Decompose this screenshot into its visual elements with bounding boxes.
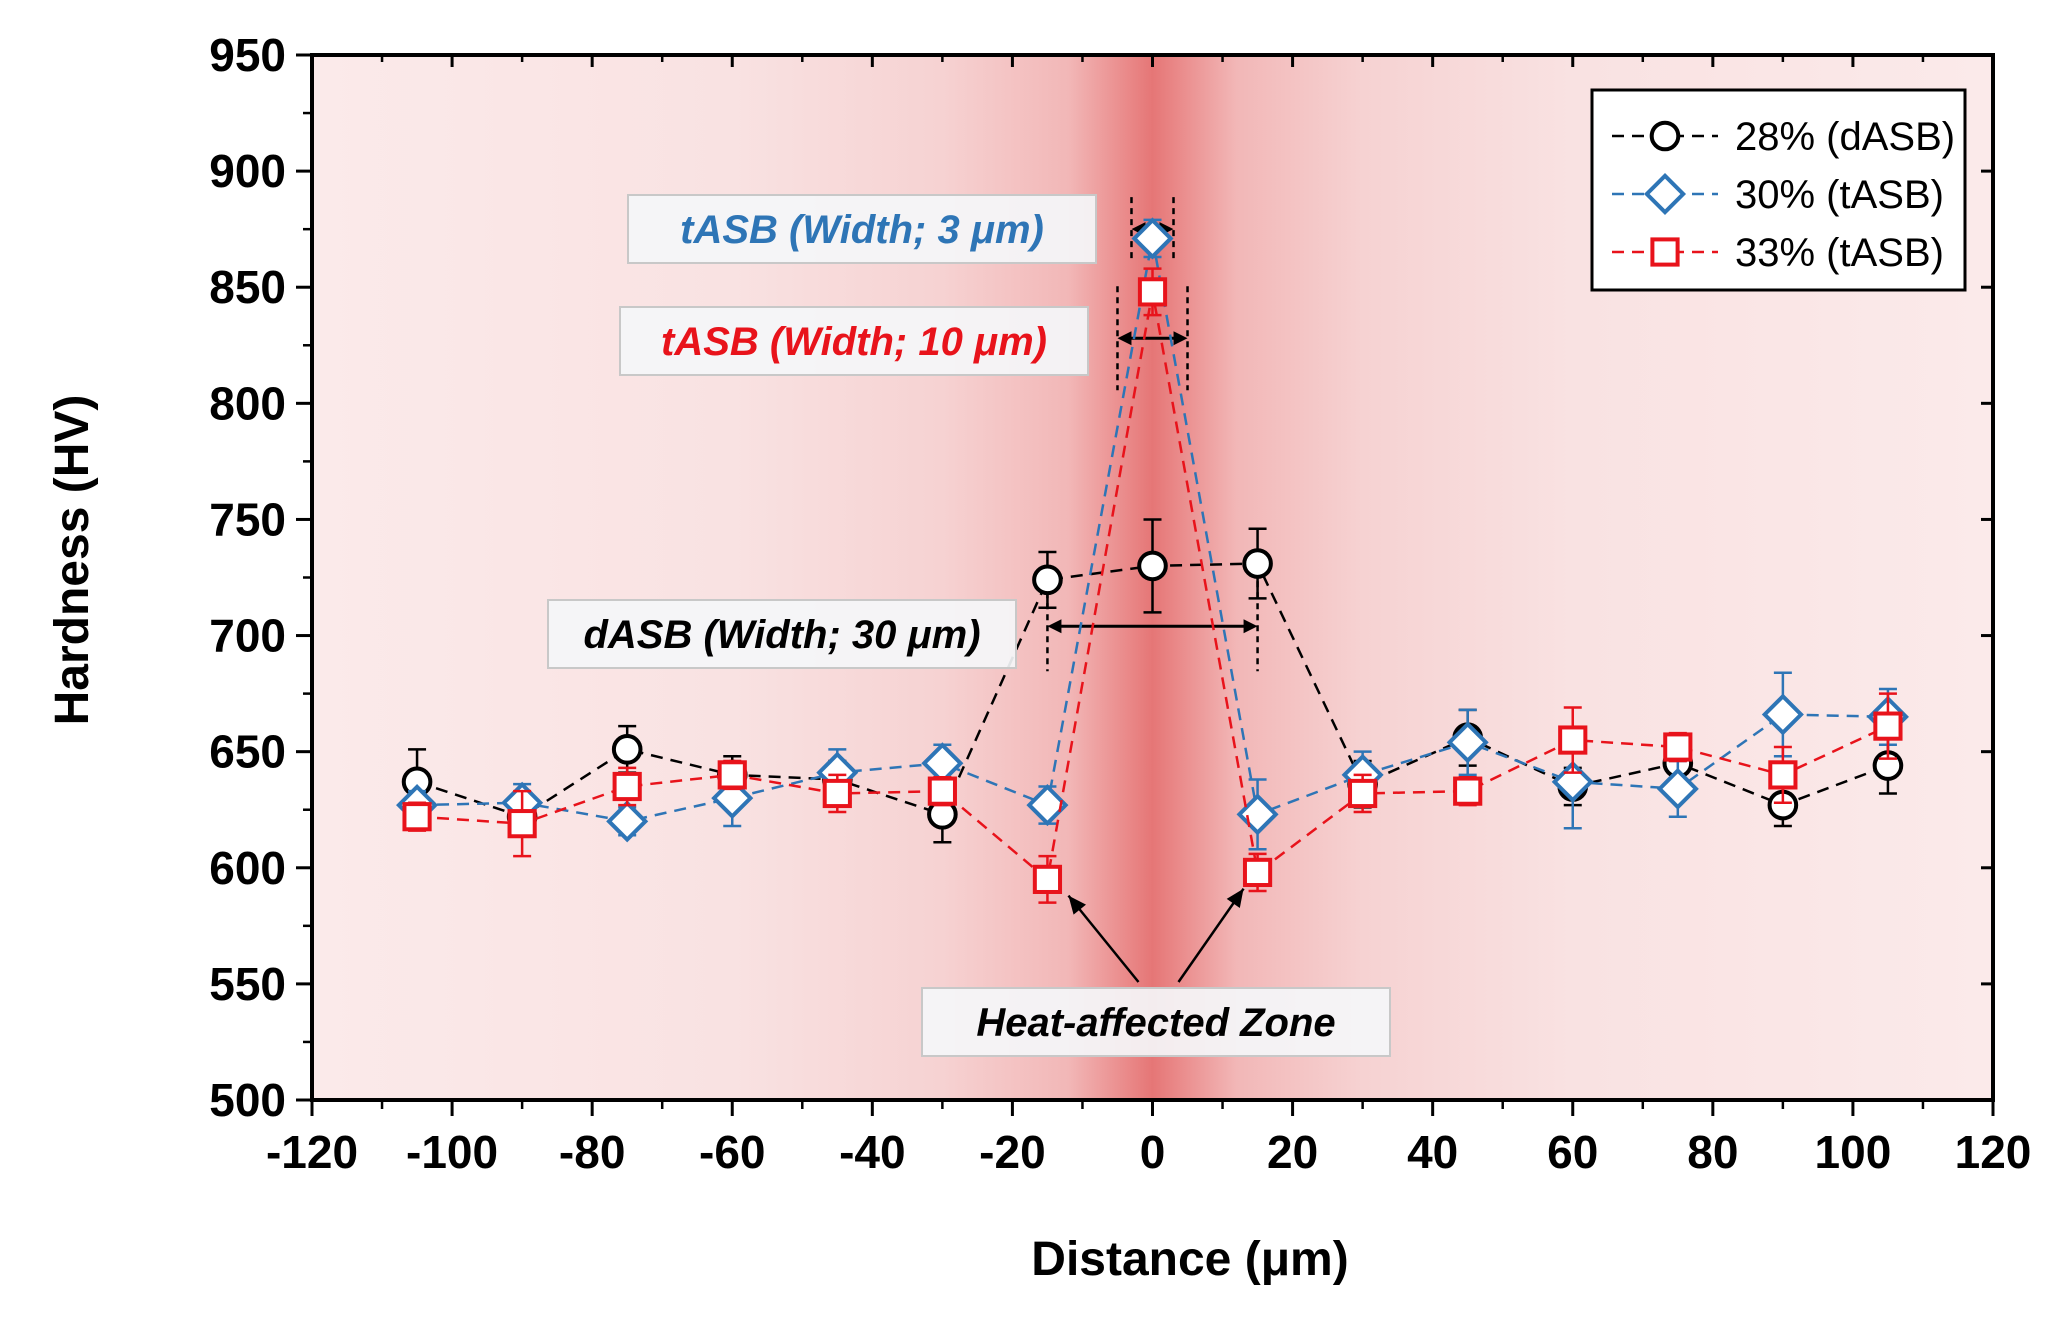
annotation-tasb-3um-box: [627, 194, 1097, 264]
x-tick-label: -60: [699, 1126, 765, 1178]
legend-label: 28% (dASB): [1735, 115, 1955, 159]
annotation-heat-affected-zone: Heat-affected Zone: [921, 987, 1391, 1057]
data-point: [1137, 277, 1168, 307]
annotation-tasb-3um-label: tASB (Width; 3 μm): [680, 208, 1044, 252]
data-point: [606, 800, 649, 843]
x-tick-label: -80: [559, 1126, 625, 1178]
y-tick-label: 950: [209, 29, 286, 81]
annotation-tasb-10um-label: tASB (Width; 10 μm): [661, 320, 1047, 364]
legend-item-1: 30% (tASB): [1612, 172, 1944, 217]
data-point: [611, 734, 643, 765]
width-marker: [1116, 286, 1189, 391]
data-point: [822, 778, 852, 809]
data-point: [1242, 857, 1273, 888]
data-point: [1663, 732, 1693, 762]
y-tick-label: 600: [209, 842, 286, 894]
annotation-dasb-30um-box: [547, 599, 1017, 669]
data-point: [927, 776, 957, 806]
data-point: [1768, 760, 1798, 790]
annotation-tasb-10um: tASB (Width; 10 μm): [619, 306, 1089, 376]
y-tick-label: 550: [209, 958, 286, 1010]
legend-item-0: 28% (dASB): [1612, 115, 1955, 159]
x-tick-label: 80: [1687, 1126, 1738, 1178]
data-point: [1761, 693, 1804, 736]
legend-label: 33% (tASB): [1735, 231, 1944, 275]
data-point: [402, 802, 432, 832]
annotation-dasb-30um-label: dASB (Width; 30 μm): [583, 613, 980, 657]
data-point: [1558, 725, 1588, 755]
arrow-head: [1117, 331, 1132, 346]
data-point: [717, 760, 747, 790]
axes: -120 -100 -80 -60 -40 -20 0 20 40 60 80 100 120 500 55…: [209, 29, 2031, 1178]
x-axis-title: Distance (μm): [1031, 1233, 1348, 1286]
x-tick-label: -20: [979, 1126, 1045, 1178]
x-tick-label: 60: [1547, 1126, 1598, 1178]
y-tick-label: 700: [209, 610, 286, 662]
data-point: [1873, 711, 1903, 741]
data-point: [1137, 550, 1168, 582]
data-point: [1032, 864, 1063, 894]
legend-marker: [1650, 237, 1680, 267]
y-axis-title: Hardness (HV): [46, 395, 99, 726]
legend-label: 30% (tASB): [1735, 173, 1944, 217]
haz-arrow-head: [1226, 888, 1244, 909]
annotation-tasb-3um: tASB (Width; 3 μm): [627, 194, 1097, 264]
haz-arrow-line: [1177, 887, 1245, 983]
data-point: [1446, 721, 1489, 764]
legend: 28% (dASB) 30% (tASB) 33% (tASB): [1590, 88, 1967, 292]
series-2: [402, 267, 1903, 904]
legend-item-2: 33% (tASB): [1612, 231, 1944, 275]
x-tick-label: -120: [266, 1126, 358, 1178]
data-point: [1551, 760, 1594, 803]
data-point: [1236, 793, 1279, 836]
y-tick-label: 500: [209, 1074, 286, 1126]
legend-marker: [1649, 120, 1681, 152]
annotation-tasb-10um-box: [619, 306, 1089, 376]
annotation-heat-affected-zone-box: [921, 987, 1391, 1057]
data-point: [612, 771, 642, 802]
x-tick-label: 40: [1407, 1126, 1458, 1178]
data-point: [507, 809, 537, 839]
data-point: [1656, 767, 1699, 810]
data-point: [1348, 778, 1378, 809]
y-tick-label: 750: [209, 493, 286, 545]
annotation-heat-affected-zone-label: Heat-affected Zone: [976, 1001, 1335, 1045]
data-point: [1453, 776, 1483, 806]
arrow-head: [1173, 331, 1188, 346]
data-point: [1131, 217, 1174, 260]
haz-arrow-head: [1068, 895, 1087, 915]
annotation-dasb-30um: dASB (Width; 30 μm): [547, 599, 1017, 669]
y-tick-label: 800: [209, 377, 286, 429]
y-tick-label: 650: [209, 726, 286, 778]
x-tick-label: -40: [839, 1126, 905, 1178]
x-tick-label: 0: [1140, 1126, 1166, 1178]
data-point: [1026, 784, 1069, 827]
data-point: [1242, 548, 1273, 579]
haz-arrow-line: [1067, 894, 1140, 983]
y-tick-label: 900: [209, 145, 286, 197]
y-tick-label: 850: [209, 261, 286, 313]
annotation-boxes: tASB (Width; 3 μm) tASB (Width; 10 μm) dAS…: [547, 194, 1391, 1057]
haz-arrows: [1067, 887, 1245, 983]
legend-marker: [1643, 172, 1687, 216]
arrow-head: [1047, 619, 1062, 634]
series-layer: [396, 217, 1909, 904]
data-point: [1032, 564, 1063, 596]
x-tick-label: -100: [406, 1126, 498, 1178]
arrow-head: [1243, 619, 1258, 634]
x-tick-label: 100: [1815, 1126, 1892, 1178]
x-tick-label: 120: [1955, 1126, 2032, 1178]
x-tick-label: 20: [1267, 1126, 1318, 1178]
